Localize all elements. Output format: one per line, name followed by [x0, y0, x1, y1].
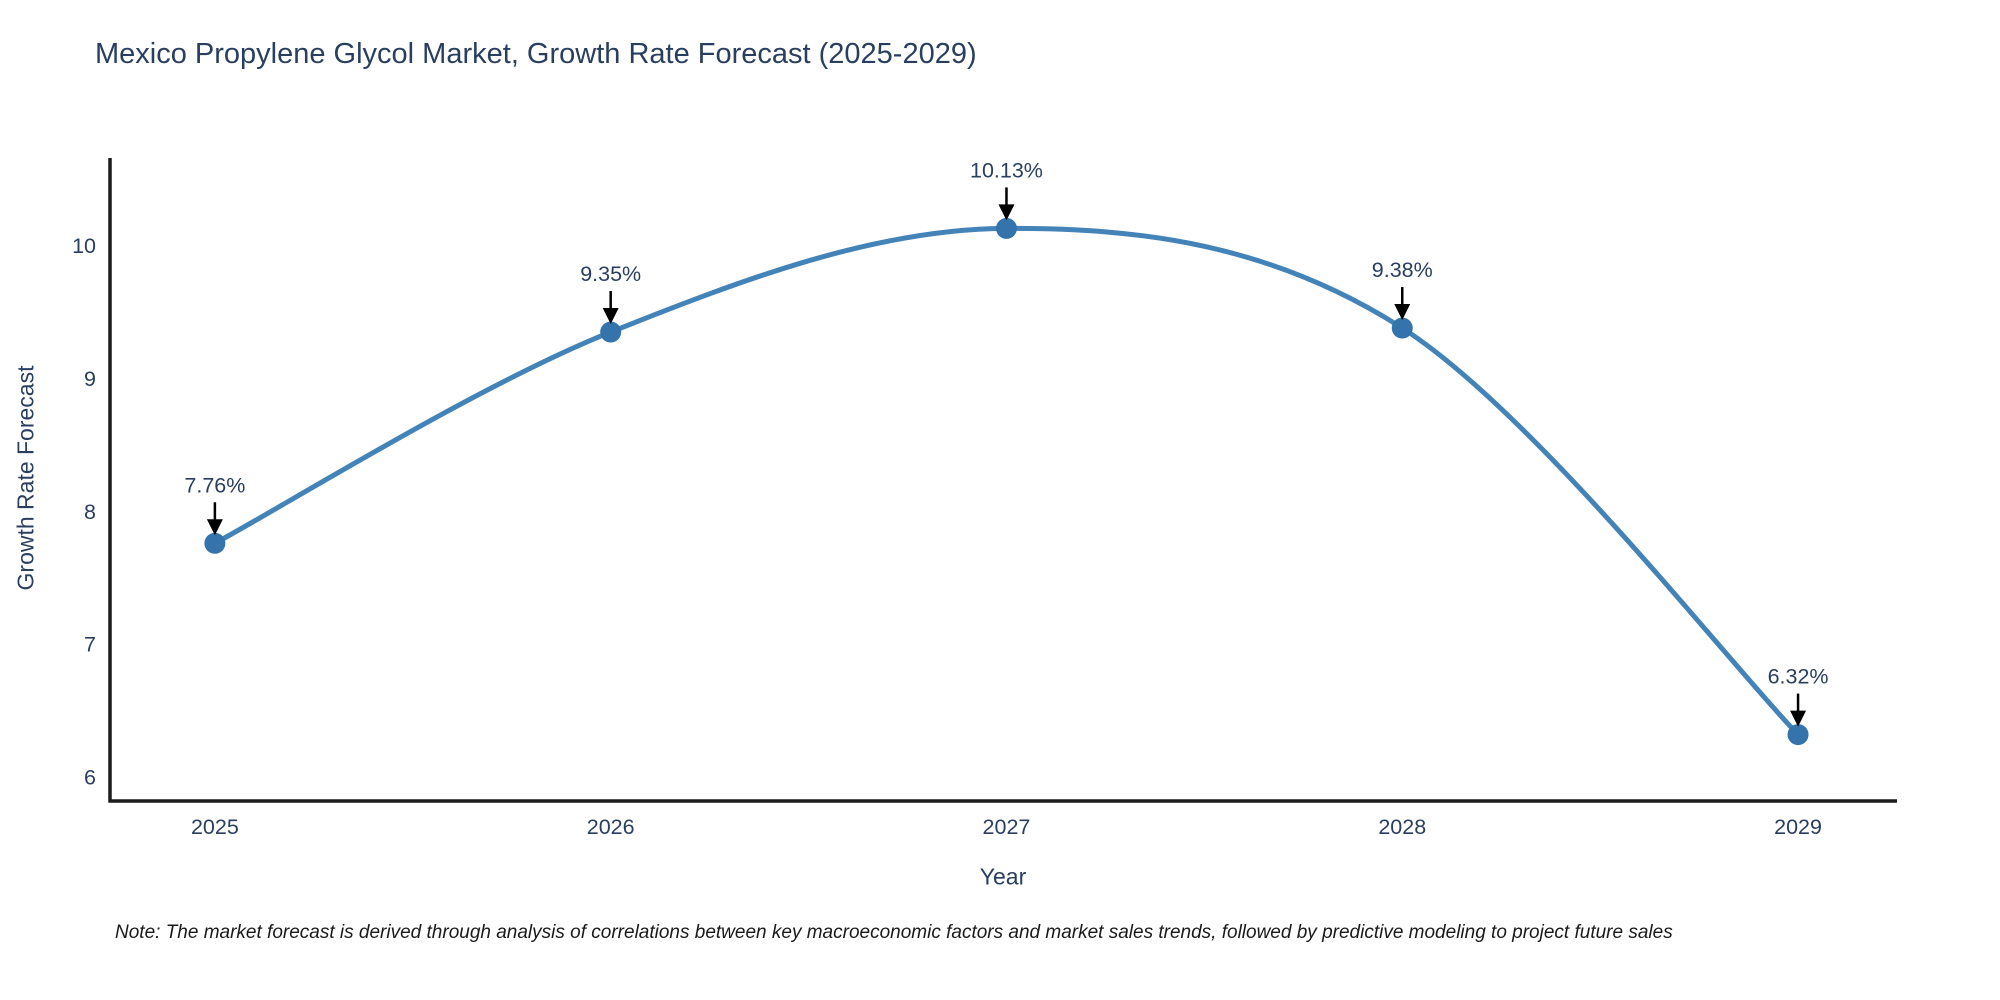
data-point-label: 6.32% — [1768, 665, 1829, 689]
annotation-arrowhead — [1394, 304, 1411, 321]
data-point-label: 9.35% — [580, 262, 641, 286]
data-point-label: 9.38% — [1372, 258, 1433, 282]
data-point-label: 7.76% — [184, 473, 245, 497]
x-tick-label: 2026 — [587, 815, 635, 839]
annotation-arrowhead — [998, 204, 1015, 221]
data-point-marker — [1787, 724, 1809, 746]
x-axis-title: Year — [979, 863, 1027, 890]
annotation-arrowhead — [602, 308, 619, 325]
data-point-marker — [600, 321, 622, 343]
x-tick-label: 2029 — [1774, 815, 1822, 839]
annotation-arrowhead — [206, 519, 223, 536]
data-point-marker — [1391, 317, 1413, 339]
annotation-arrowhead — [1790, 710, 1807, 727]
data-point-marker — [995, 217, 1017, 239]
data-point-marker — [204, 532, 226, 554]
y-tick-label: 8 — [84, 500, 96, 524]
y-tick-label: 9 — [84, 367, 96, 391]
trend-line — [212, 225, 1801, 738]
x-tick-label: 2025 — [191, 815, 239, 839]
footnote: Note: The market forecast is derived thr… — [115, 922, 1673, 943]
y-tick-label: 7 — [84, 633, 96, 657]
y-tick-label: 10 — [72, 234, 96, 258]
y-tick-label: 6 — [84, 766, 96, 790]
data-point-label: 10.13% — [970, 158, 1043, 182]
chart-title: Mexico Propylene Glycol Market, Growth R… — [95, 38, 977, 70]
x-tick-label: 2027 — [983, 815, 1031, 839]
x-tick-label: 2028 — [1378, 815, 1426, 839]
axis-spines — [108, 158, 1897, 803]
